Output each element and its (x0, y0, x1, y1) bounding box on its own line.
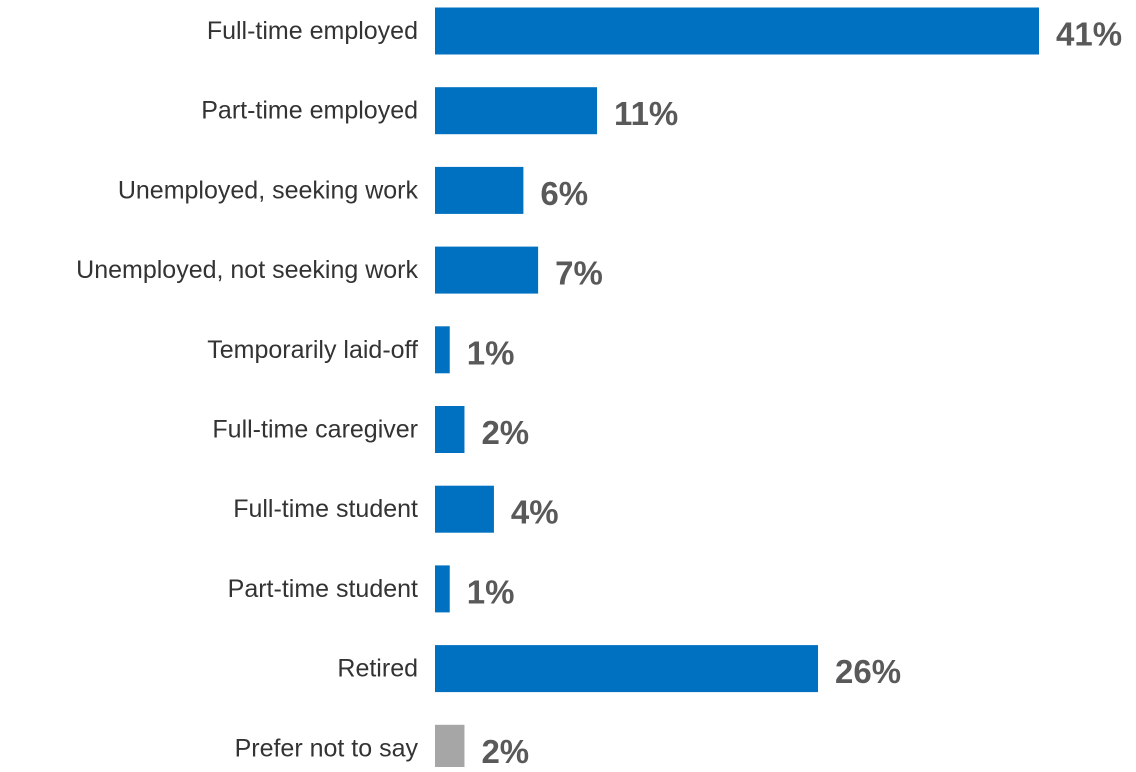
value-label: 7% (555, 255, 603, 292)
value-label: 4% (511, 494, 559, 531)
bar (435, 645, 819, 693)
category-label: Full-time employed (207, 17, 418, 45)
bar (435, 87, 598, 135)
bar-row-full-time-student: Full-time student 4% (233, 485, 559, 533)
bar-row-part-time-employed: Part-time employed 11% (201, 87, 678, 135)
category-label: Part-time employed (201, 97, 418, 125)
category-label: Full-time student (233, 495, 418, 523)
bar-row-retired: Retired 26% (337, 645, 901, 693)
bar-row-unemployed-seeking-work: Unemployed, seeking work 6% (118, 166, 588, 214)
category-label: Prefer not to say (235, 734, 419, 762)
value-label: 1% (467, 573, 515, 610)
category-label: Unemployed, not seeking work (76, 256, 418, 284)
bar (435, 7, 1039, 55)
value-label: 6% (540, 175, 588, 212)
bar-row-prefer-not-to-say: Prefer not to say 2% (235, 724, 529, 772)
bar-row-full-time-employed: Full-time employed 41% (207, 7, 1122, 55)
value-label: 11% (614, 95, 678, 132)
value-label: 2% (481, 733, 529, 767)
bar-row-full-time-caregiver: Full-time caregiver 2% (212, 406, 529, 453)
bar (435, 565, 450, 613)
value-label: 41% (1056, 16, 1122, 53)
category-label: Part-time student (228, 575, 418, 603)
value-label: 2% (481, 414, 529, 451)
bar-row-unemployed-not-seeking-work: Unemployed, not seeking work 7% (76, 246, 603, 294)
value-label: 26% (835, 653, 901, 690)
bar (435, 246, 539, 294)
category-label: Temporarily laid-off (207, 336, 418, 364)
bar (435, 485, 494, 533)
bar (435, 724, 465, 772)
bar (435, 326, 450, 374)
bar (435, 406, 465, 453)
category-label: Retired (337, 655, 418, 683)
bar (435, 166, 524, 214)
category-label: Unemployed, seeking work (118, 176, 419, 204)
bar-row-temporarily-laid-off: Temporarily laid-off 1% (207, 326, 515, 374)
category-label: Full-time caregiver (212, 416, 418, 444)
bar-row-part-time-student: Part-time student 1% (228, 565, 515, 613)
value-label: 1% (467, 334, 515, 371)
